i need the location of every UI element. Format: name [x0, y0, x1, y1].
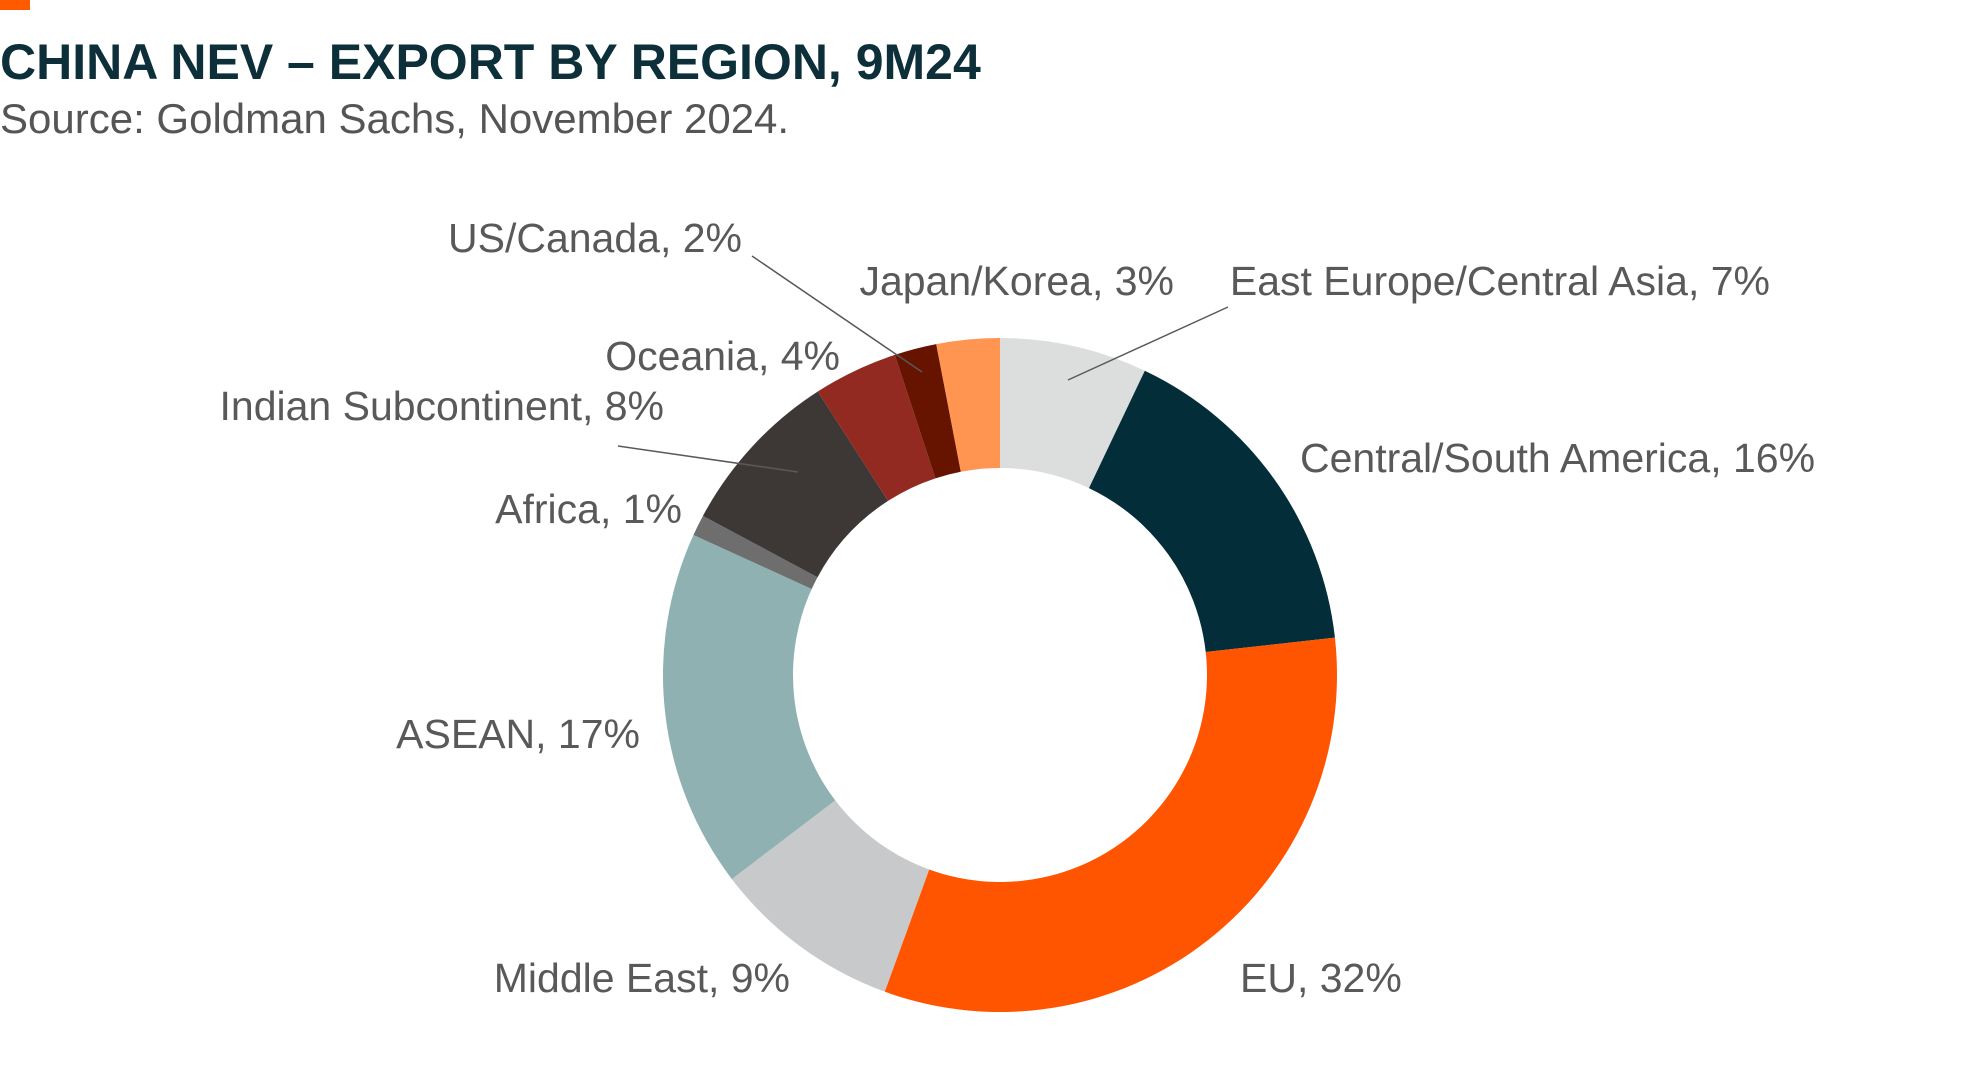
- label-east-europe-central-asia: East Europe/Central Asia, 7%: [1230, 258, 1770, 304]
- slice-oceania: [817, 354, 936, 501]
- label-indian-subcontinent: Indian Subcontinent, 8%: [220, 383, 665, 429]
- leader-line-indian-subcontinent: [617, 445, 799, 473]
- slices-group: [662, 338, 1337, 1012]
- chart-title: CHINA NEV – EXPORT BY REGION, 9M24: [0, 34, 981, 90]
- slice-asean: [662, 535, 836, 880]
- label-us-canada: US/Canada, 2%: [448, 215, 742, 261]
- label-asean: ASEAN, 17%: [396, 711, 640, 757]
- slice-indian-subcontinent: [702, 391, 889, 578]
- label-eu: EU, 32%: [1240, 955, 1402, 1001]
- leader-line-east-europe-central-asia: [1067, 306, 1229, 381]
- slice-us-canada: [894, 344, 961, 479]
- label-oceania: Oceania, 4%: [605, 333, 840, 379]
- slice-eu: [884, 637, 1337, 1012]
- chart-subtitle: Source: Goldman Sachs, November 2024.: [0, 95, 790, 142]
- label-central-south-america: Central/South America, 16%: [1300, 435, 1815, 481]
- label-middle-east: Middle East, 9%: [494, 955, 790, 1001]
- slice-central-south-america: [1088, 370, 1335, 653]
- slice-africa: [693, 515, 818, 590]
- leader-lines-group: [617, 255, 1229, 473]
- slice-middle-east: [731, 800, 930, 992]
- label-africa: Africa, 1%: [495, 486, 682, 532]
- labels-group: East Europe/Central Asia, 7% Central/Sout…: [220, 215, 1816, 1001]
- slice-japan-korea: [936, 338, 1000, 472]
- label-japan-korea: Japan/Korea, 3%: [859, 258, 1174, 304]
- slice-east-europe-central-asia: [1000, 338, 1145, 489]
- leader-line-us-canada: [751, 255, 923, 373]
- accent-bar: [0, 0, 30, 10]
